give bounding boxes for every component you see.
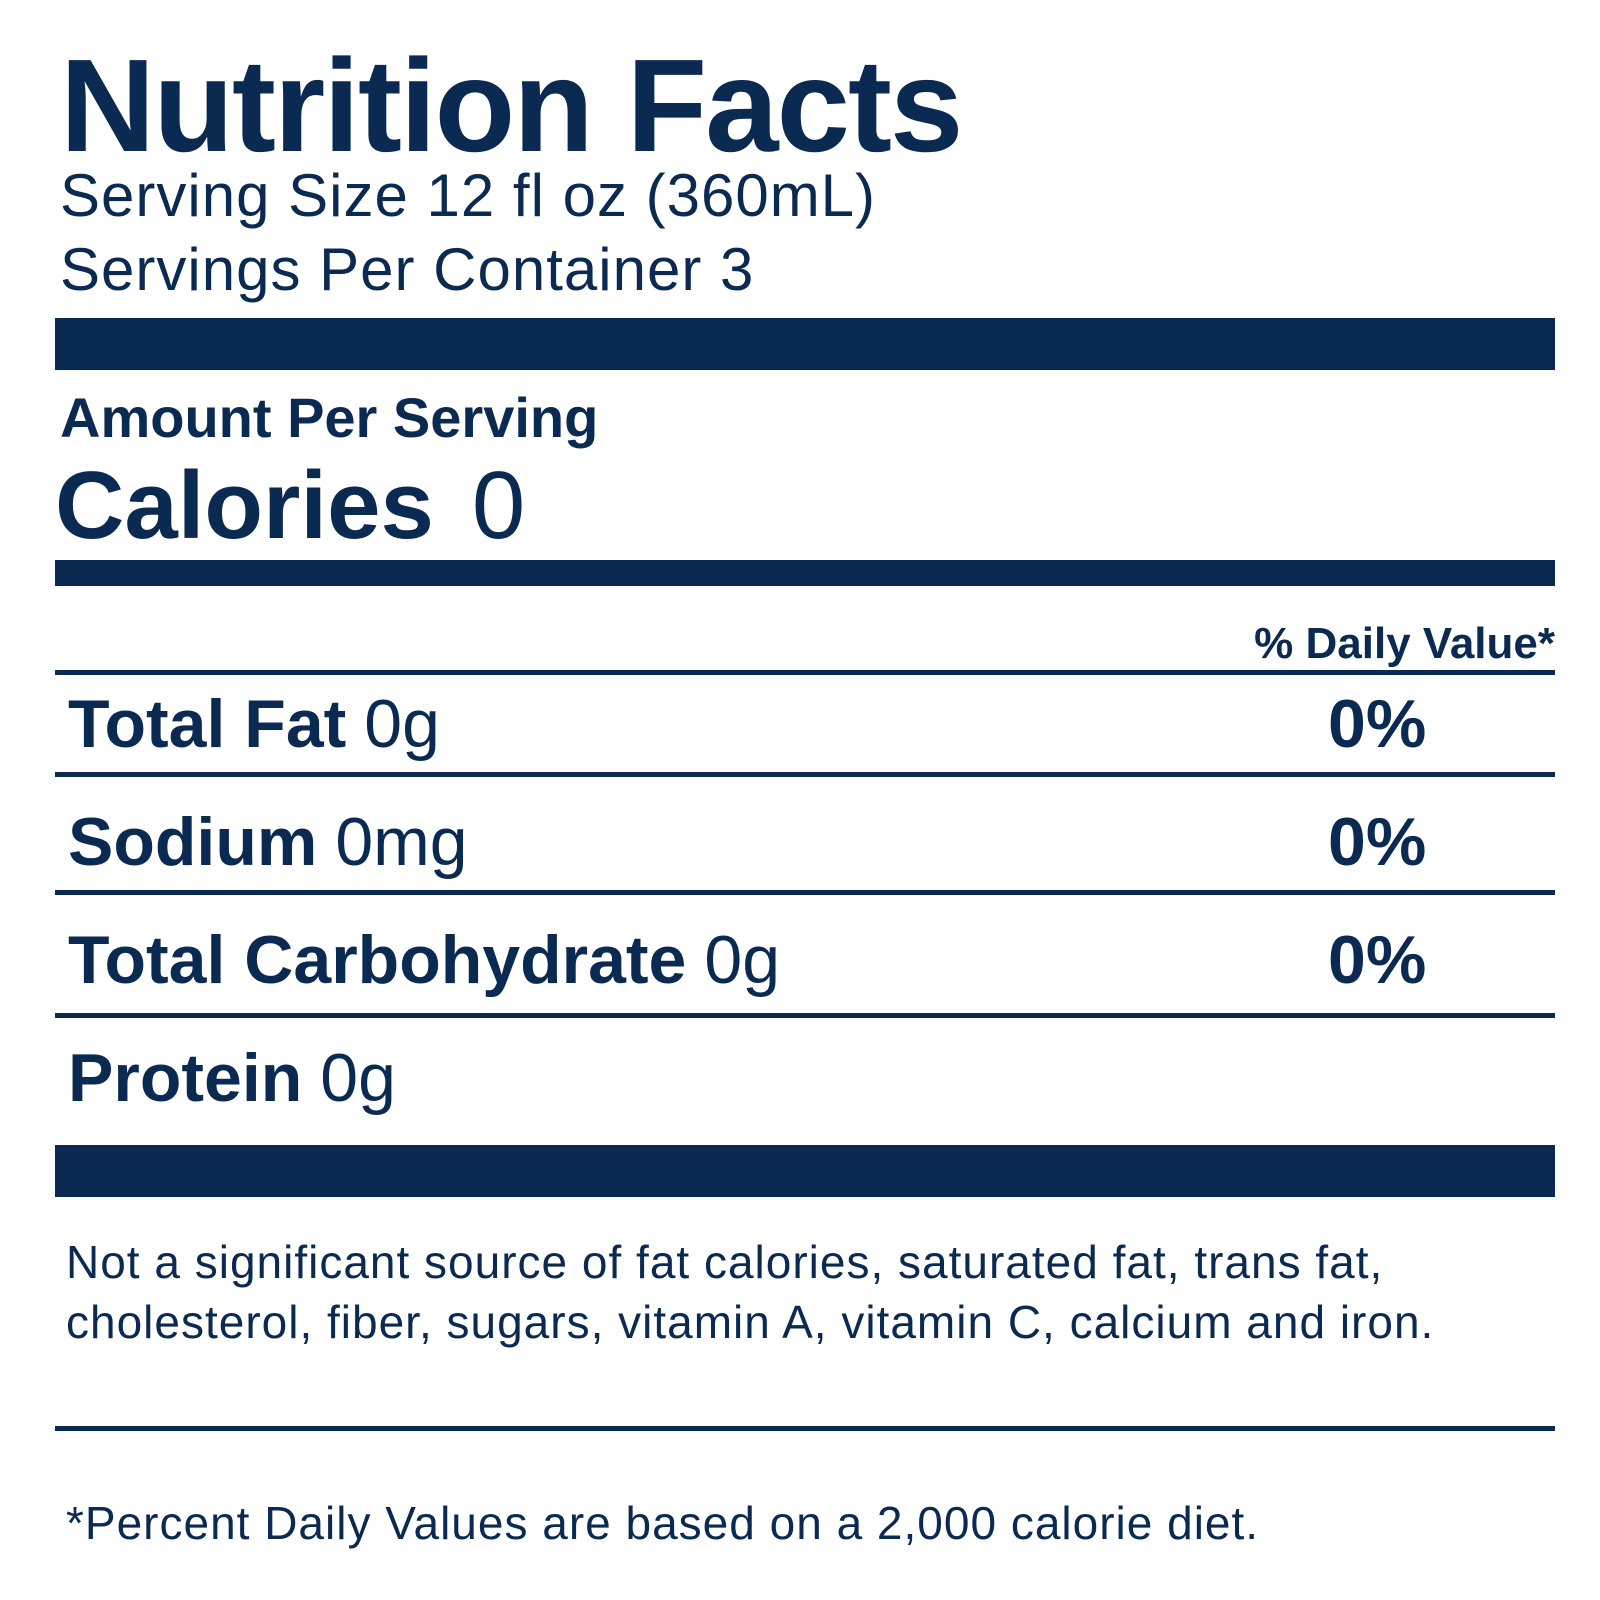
divider-line xyxy=(55,772,1555,777)
divider-line xyxy=(55,1426,1555,1431)
divider-line xyxy=(55,670,1555,675)
daily-value-header: % Daily Value* xyxy=(1254,619,1555,668)
serving-size: Serving Size 12 fl oz (360mL) xyxy=(60,162,877,229)
label-title: Nutrition Facts xyxy=(60,32,963,179)
calories-value: 0 xyxy=(471,452,526,559)
calories-label: Calories xyxy=(55,452,434,559)
nutrient-percent: 0% xyxy=(1328,804,1427,880)
nutrient-name: Sodium xyxy=(68,804,318,880)
divider-line xyxy=(55,1013,1555,1018)
nutrient-amount: 0g xyxy=(704,922,781,998)
divider-line xyxy=(55,890,1555,895)
medium-divider xyxy=(55,560,1555,586)
nutrient-row-protein: Protein 0g xyxy=(68,1044,396,1112)
daily-value-footnote: *Percent Daily Values are based on a 2,0… xyxy=(66,1497,1260,1549)
thick-divider-top xyxy=(55,318,1555,370)
nutrient-row-total-carbohydrate: Total Carbohydrate 0g xyxy=(68,926,780,994)
not-significant-note: Not a significant source of fat calories… xyxy=(66,1236,1435,1348)
nutrient-amount: 0g xyxy=(320,1040,396,1116)
nutrient-percent: 0% xyxy=(1328,922,1427,998)
nutrient-amount: 0g xyxy=(364,686,440,762)
nutrient-name: Protein xyxy=(68,1040,303,1116)
nutrient-name: Total Carbohydrate xyxy=(68,922,687,998)
nutrient-row-total-fat: Total Fat 0g xyxy=(68,690,440,758)
amount-per-serving: Amount Per Serving xyxy=(60,386,599,449)
nutrient-row-sodium: Sodium 0mg xyxy=(68,808,468,876)
thick-divider-bottom xyxy=(55,1145,1555,1197)
nutrient-amount: 0mg xyxy=(335,804,468,880)
servings-per-container: Servings Per Container 3 xyxy=(60,236,755,303)
calories-line: Calories 0 xyxy=(55,458,525,554)
nutrient-name: Total Fat xyxy=(68,686,347,762)
nutrient-percent: 0% xyxy=(1328,686,1427,762)
